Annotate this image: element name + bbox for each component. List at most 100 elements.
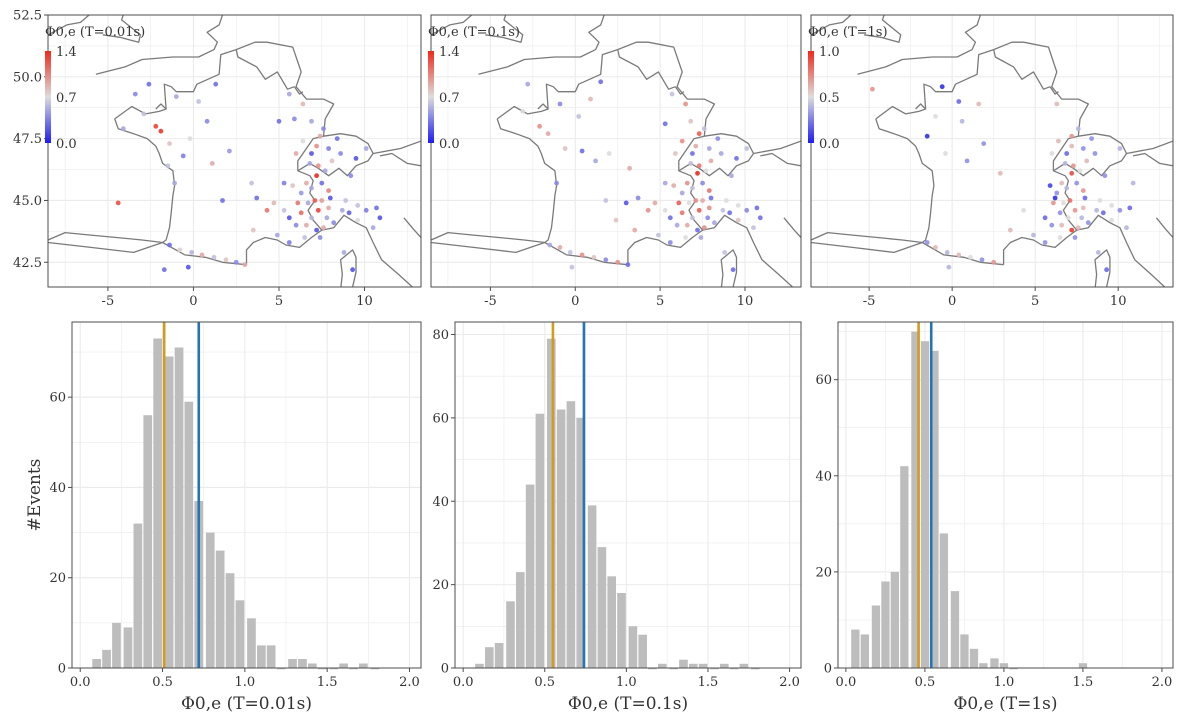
histogram-bar xyxy=(871,605,881,668)
event-point xyxy=(322,168,328,174)
map-frame xyxy=(810,14,1174,288)
histogram-bar xyxy=(628,626,638,668)
hist-y-tick-label: 20 xyxy=(815,565,832,580)
event-point xyxy=(1092,151,1098,156)
event-point xyxy=(338,151,343,156)
event-point xyxy=(1082,195,1088,201)
event-point xyxy=(591,254,597,260)
coastline xyxy=(235,49,295,90)
event-point xyxy=(120,126,126,132)
event-point xyxy=(997,170,1003,176)
hist-x-tick-label: 2.0 xyxy=(779,675,800,690)
histogram-bar xyxy=(547,338,556,668)
histogram-bar xyxy=(235,600,245,668)
histogram-bar xyxy=(648,668,657,670)
event-point xyxy=(1084,158,1090,164)
histogram-bar xyxy=(153,338,162,668)
coastline xyxy=(760,152,801,167)
event-point xyxy=(281,180,287,186)
event-point xyxy=(708,158,714,164)
event-point xyxy=(227,148,232,154)
coastline xyxy=(1132,152,1173,167)
event-point xyxy=(167,242,172,248)
histogram-bar xyxy=(317,668,327,670)
event-point xyxy=(274,232,280,238)
event-point xyxy=(1067,198,1073,203)
histogram-bar xyxy=(566,401,576,668)
event-point xyxy=(220,198,225,203)
map-x-tick-label: -5 xyxy=(863,294,876,309)
event-point xyxy=(700,198,705,203)
coastline xyxy=(403,217,421,238)
hist-y-tick-label: 0 xyxy=(441,662,449,677)
histogram-bar xyxy=(860,634,869,668)
event-point xyxy=(223,257,229,263)
event-point xyxy=(309,215,314,221)
event-point xyxy=(520,109,526,114)
event-point xyxy=(1104,267,1109,273)
event-point xyxy=(242,262,248,268)
histogram-bar xyxy=(710,668,719,670)
event-point xyxy=(870,86,875,92)
event-point xyxy=(327,195,333,201)
legend-title: Φ0,e (T=0.01s) xyxy=(45,25,145,40)
event-point xyxy=(547,242,553,248)
coastline xyxy=(857,15,982,75)
event-point xyxy=(1127,205,1133,211)
event-point xyxy=(334,136,340,142)
event-point xyxy=(703,168,709,174)
event-point xyxy=(579,252,585,258)
event-point xyxy=(1042,215,1048,221)
histogram-bars xyxy=(475,338,760,670)
event-point xyxy=(683,235,688,240)
histogram-bar xyxy=(729,668,739,670)
coastline xyxy=(379,152,421,167)
coastline xyxy=(297,153,374,177)
map-panel-3: -5 0 5 10 Φ0,e (T=1s) 1.0 0.5 0.0 xyxy=(808,14,1174,309)
map-points xyxy=(520,79,763,273)
event-point xyxy=(211,254,217,260)
hist-x-tick-label: 0.0 xyxy=(836,675,857,690)
event-point xyxy=(209,161,215,166)
event-point xyxy=(569,264,575,270)
event-point xyxy=(730,267,736,273)
event-point xyxy=(718,151,724,156)
event-point xyxy=(671,183,677,189)
event-point xyxy=(1007,227,1013,233)
event-point xyxy=(700,180,705,186)
histogram-bar xyxy=(506,601,515,668)
coastline xyxy=(1049,86,1059,95)
histogram-bar xyxy=(617,593,626,668)
event-point xyxy=(1080,146,1086,151)
coastline xyxy=(102,15,142,43)
hist-x-tick-label: 1.5 xyxy=(1073,675,1094,690)
event-point xyxy=(314,143,319,149)
event-point xyxy=(158,128,164,134)
event-point xyxy=(1080,205,1086,211)
event-point xyxy=(271,200,277,206)
histogram-bar xyxy=(658,663,667,668)
colorbar-legend: Φ0,e (T=1s) 1.0 0.5 0.0 xyxy=(808,25,888,152)
event-point xyxy=(319,180,325,186)
colorbar-legend: Φ0,e (T=0.01s) 1.4 0.7 0.0 xyxy=(45,25,145,152)
event-point xyxy=(264,207,270,213)
event-point xyxy=(1100,210,1106,216)
event-point xyxy=(196,99,202,104)
event-point xyxy=(706,188,712,194)
event-point xyxy=(302,235,308,240)
map-x-tick-label: 10 xyxy=(1110,294,1127,309)
histogram-bar xyxy=(133,523,143,668)
coastline xyxy=(720,249,738,287)
event-point xyxy=(276,118,282,124)
map-gridlines xyxy=(431,15,801,287)
event-point xyxy=(286,91,292,97)
histogram-bar xyxy=(257,645,266,668)
event-point xyxy=(924,133,930,139)
event-point xyxy=(693,143,699,149)
event-point xyxy=(744,207,750,213)
event-point xyxy=(695,170,700,176)
event-point xyxy=(723,198,729,203)
event-point xyxy=(298,190,304,196)
map-x-tick-label: 5 xyxy=(275,294,283,309)
coastline xyxy=(617,49,676,90)
